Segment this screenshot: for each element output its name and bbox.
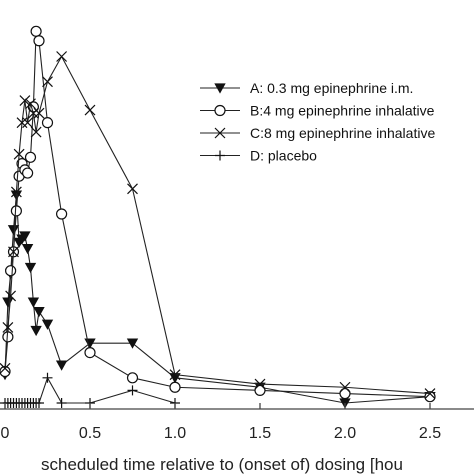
legend: A: 0.3 mg epinephrine i.m. B:4 mg epineph…	[200, 80, 435, 164]
series-1-point	[126, 372, 139, 384]
series-1-point	[41, 117, 54, 129]
series-0-point	[30, 325, 42, 337]
x-axis: 0 0.5 1.0 1.5 2.0 2.5	[0, 403, 474, 442]
series-1-point	[30, 25, 42, 37]
series-2-point	[84, 104, 96, 116]
legend-marker	[214, 104, 226, 117]
series-1-point	[169, 381, 181, 393]
series-1-point	[56, 208, 68, 220]
series-2-point	[13, 148, 25, 160]
legend-item-1: B:4 mg epinephrine inhalative	[200, 103, 435, 119]
legend-marker	[215, 150, 225, 161]
legend-item-2: C:8 mg epinephrine inhalative	[200, 125, 435, 141]
series-2-point	[56, 51, 68, 62]
series-0-point	[41, 319, 54, 330]
series-3-point	[127, 385, 138, 396]
x-tick-label: 2.0	[334, 425, 356, 442]
series-2-point	[169, 369, 181, 381]
series-2-point	[10, 186, 22, 198]
legend-label: C:8 mg epinephrine inhalative	[250, 125, 435, 141]
series-2-point	[25, 98, 36, 110]
series-0-point	[55, 360, 68, 371]
series-2	[0, 51, 436, 399]
series-3-point	[56, 398, 67, 408]
legend-label: D: placebo	[250, 148, 317, 164]
series-0-point	[19, 231, 31, 242]
plot-area	[0, 25, 436, 409]
series-2-point	[127, 183, 138, 195]
series-2-point	[424, 388, 436, 399]
series-1-point	[254, 384, 266, 396]
series-0-line	[4, 195, 431, 404]
series-0-point	[126, 338, 139, 349]
legend-item-3: D: placebo	[200, 148, 317, 164]
x-tick-label: 2.5	[419, 425, 441, 442]
series-2-point	[339, 381, 351, 393]
series-0-point	[27, 297, 40, 308]
series-1-point	[10, 205, 22, 217]
x-tick-label: 1.0	[164, 425, 186, 442]
series-2-point	[2, 321, 14, 333]
series-3	[0, 372, 180, 408]
legend-label: B:4 mg epinephrine inhalative	[250, 103, 435, 119]
legend-marker	[214, 83, 226, 94]
x-tick-label: 1.5	[249, 425, 271, 442]
series-0-point	[21, 244, 34, 255]
series-2-point	[33, 107, 45, 119]
series-1-point	[339, 387, 351, 400]
legend-item-0: A: 0.3 mg epinephrine i.m.	[200, 80, 413, 96]
series-2-point	[30, 126, 42, 138]
series-2-point	[16, 117, 28, 129]
series-1-point	[84, 347, 96, 359]
series-3-point	[34, 398, 44, 408]
x-tick-label: 0.5	[79, 425, 101, 442]
series-2-point	[42, 76, 53, 88]
legend-marker	[214, 127, 226, 139]
x-axis-label: scheduled time relative to (onset of) do…	[41, 455, 403, 474]
series-1-point	[24, 151, 37, 163]
series-0-point	[33, 307, 45, 318]
series-0	[0, 190, 436, 409]
series-1-point	[33, 35, 45, 47]
series-2-point	[5, 290, 17, 302]
series-0-point	[7, 225, 20, 236]
series-2-point	[0, 362, 11, 374]
series-2-point	[27, 107, 39, 119]
series-2-point	[8, 246, 19, 258]
series-1-point	[424, 391, 436, 403]
series-2-point	[22, 117, 34, 129]
x-tick-label: 0	[1, 425, 10, 442]
series-2-point	[19, 95, 31, 107]
legend-label: A: 0.3 mg epinephrine i.m.	[250, 80, 413, 96]
series-1-point	[5, 265, 17, 277]
series-2-point	[254, 378, 266, 390]
series-1-point	[22, 167, 34, 179]
series-0-point	[24, 262, 37, 274]
series-3-point	[42, 372, 53, 383]
